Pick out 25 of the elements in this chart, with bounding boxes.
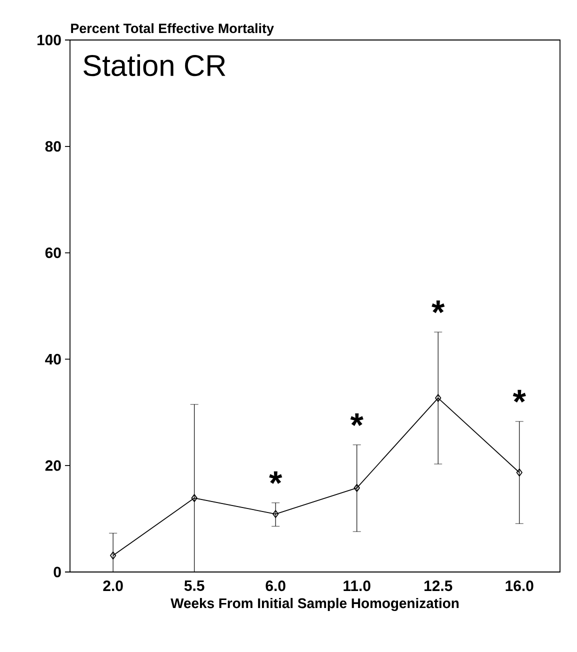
y-tick-label: 100 xyxy=(37,34,61,46)
point xyxy=(354,484,360,492)
x-tick-label: 16.0 xyxy=(506,580,534,592)
y-tick-label: 60 xyxy=(45,248,61,258)
x-tick-label: 12.5 xyxy=(424,580,452,592)
x-tick-label: 6.0 xyxy=(266,580,286,592)
annotation: * xyxy=(512,390,526,403)
annotation: * xyxy=(432,300,445,314)
x-axis-title: Weeks From Initial Sample Homogenization xyxy=(170,598,459,611)
y-tick-label: 0 xyxy=(54,566,61,578)
y-tick-label: 20 xyxy=(45,460,61,471)
y-tick-label: 80 xyxy=(45,141,61,152)
y-axis-title: Percent Total Effective Mortality xyxy=(71,23,274,36)
x-tick-label: 5.5 xyxy=(184,580,204,591)
annotation: * xyxy=(269,471,282,484)
x-tick-label: 11.0 xyxy=(344,580,370,592)
point xyxy=(435,394,442,402)
point xyxy=(272,510,279,518)
y-tick-label: 40 xyxy=(45,354,61,364)
x-tick-label: 2.0 xyxy=(103,580,123,592)
chart-title: Station CR xyxy=(84,54,226,76)
annotation: * xyxy=(350,413,364,426)
point xyxy=(110,552,116,560)
point xyxy=(191,494,198,502)
point xyxy=(516,468,522,476)
